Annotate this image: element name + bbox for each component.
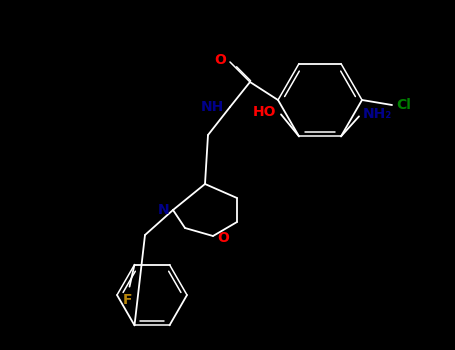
Text: HO: HO xyxy=(253,105,276,119)
Text: O: O xyxy=(214,53,226,67)
Text: Cl: Cl xyxy=(396,98,411,112)
Text: NH₂: NH₂ xyxy=(363,107,392,121)
Text: F: F xyxy=(123,293,132,307)
Text: N: N xyxy=(157,203,169,217)
Text: O: O xyxy=(217,231,229,245)
Text: NH: NH xyxy=(201,100,224,114)
